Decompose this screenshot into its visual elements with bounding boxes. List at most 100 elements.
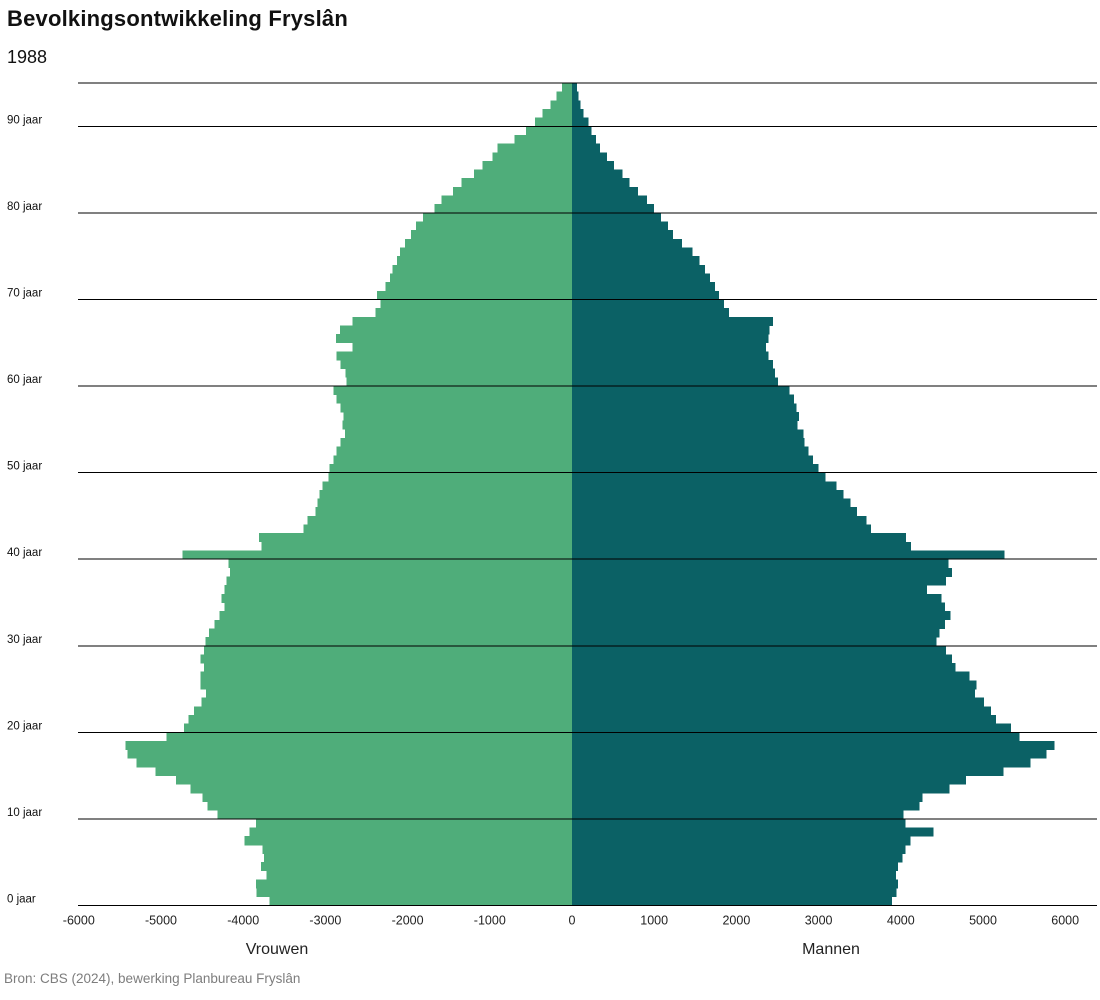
bar-vrouwen-age-71 (385, 282, 572, 292)
bar-mannen-age-67 (572, 316, 773, 326)
bar-vrouwen-age-61 (345, 368, 572, 378)
bar-vrouwen-age-70 (377, 290, 572, 300)
bar-mannen-age-85 (572, 160, 614, 170)
bar-mannen-age-54 (572, 429, 804, 439)
bar-mannen-age-64 (572, 342, 766, 352)
bar-vrouwen-age-7 (244, 836, 572, 846)
bar-vrouwen-age-47 (319, 489, 572, 499)
bar-mannen-age-47 (572, 489, 844, 499)
y-axis-label-0: 0 jaar (7, 894, 36, 906)
bar-mannen-age-12 (572, 792, 923, 802)
bar-vrouwen-age-75 (399, 247, 572, 257)
bar-vrouwen-age-41 (261, 541, 572, 551)
bar-mannen-age-92 (572, 100, 581, 110)
bar-mannen-age-66 (572, 325, 770, 335)
bar-vrouwen-age-25 (200, 680, 572, 690)
bar-vrouwen-age-37 (226, 576, 572, 586)
bar-vrouwen-age-89 (525, 126, 572, 136)
bar-vrouwen-age-22 (193, 706, 572, 716)
bar-vrouwen-age-94 (562, 83, 572, 93)
bar-vrouwen-age-39 (228, 559, 572, 569)
bar-mannen-age-49 (572, 472, 826, 482)
bar-mannen-age-48 (572, 481, 837, 491)
bar-mannen-age-26 (572, 671, 970, 681)
y-axis-label-20: 20 jaar (7, 720, 42, 732)
bar-vrouwen-age-46 (317, 498, 572, 508)
bar-vrouwen-age-64 (352, 342, 572, 352)
bar-vrouwen-age-55 (342, 420, 572, 430)
bar-vrouwen-age-91 (542, 108, 572, 118)
bar-mannen-age-20 (572, 723, 1011, 733)
bar-mannen-age-22 (572, 706, 992, 716)
y-axis-label-60: 60 jaar (7, 374, 42, 386)
bar-mannen-age-91 (572, 108, 584, 118)
bar-mannen-age-5 (572, 853, 903, 863)
bar-mannen-age-4 (572, 862, 898, 872)
y-axis-label-70: 70 jaar (7, 287, 42, 299)
bar-vrouwen-age-73 (392, 264, 572, 274)
bar-vrouwen-age-85 (482, 160, 572, 170)
bar-vrouwen-age-23 (201, 697, 572, 707)
bar-vrouwen-age-51 (333, 455, 572, 465)
bar-mannen-age-90 (572, 117, 589, 127)
bar-vrouwen-age-43 (303, 524, 572, 534)
bar-vrouwen-age-93 (556, 91, 572, 101)
bar-vrouwen-age-9 (255, 818, 572, 828)
bar-mannen-age-53 (572, 437, 805, 447)
bar-mannen-age-29 (572, 645, 947, 655)
bar-vrouwen-age-59 (333, 386, 572, 396)
bar-mannen-age-0 (572, 896, 893, 906)
bar-vrouwen-age-34 (224, 602, 573, 612)
bar-mannen-age-77 (572, 230, 674, 240)
bar-mannen-age-69 (572, 299, 725, 309)
y-axis-label-80: 80 jaar (7, 201, 42, 213)
x-axis-tick-label--1000: -1000 (474, 913, 506, 927)
bar-mannen-age-41 (572, 541, 912, 551)
bar-vrouwen-age-16 (136, 758, 572, 768)
bar-mannen-age-81 (572, 195, 647, 205)
x-axis-tick-label--6000: -6000 (63, 913, 95, 927)
bar-mannen-age-7 (572, 836, 911, 846)
bar-vrouwen-age-52 (336, 446, 572, 456)
bar-mannen-age-61 (572, 368, 776, 378)
bar-mannen-age-33 (572, 611, 951, 621)
bar-mannen-age-30 (572, 637, 937, 647)
bar-mannen-age-3 (572, 870, 896, 880)
bar-mannen-age-40 (572, 550, 1005, 560)
bar-mannen-age-55 (572, 420, 798, 430)
bar-vrouwen-age-53 (340, 437, 572, 447)
bar-mannen-age-80 (572, 204, 654, 214)
bar-vrouwen-age-20 (184, 723, 572, 733)
bar-mannen-age-21 (572, 715, 997, 725)
bar-vrouwen-age-65 (336, 334, 572, 344)
bar-mannen-age-24 (572, 689, 976, 699)
bar-vrouwen-age-74 (396, 256, 572, 266)
bar-vrouwen-age-80 (434, 204, 572, 214)
bar-vrouwen-age-1 (256, 888, 572, 898)
bar-vrouwen-age-60 (346, 377, 572, 387)
bar-vrouwen-age-24 (205, 689, 573, 699)
bar-mannen-age-18 (572, 741, 1055, 751)
x-axis-tick-label-2000: 2000 (722, 913, 750, 927)
bar-mannen-age-31 (572, 628, 940, 638)
bar-mannen-age-51 (572, 455, 813, 465)
bar-mannen-age-52 (572, 446, 809, 456)
bar-vrouwen-age-13 (190, 784, 572, 794)
x-axis-tick-label--5000: -5000 (145, 913, 177, 927)
bar-mannen-age-83 (572, 178, 630, 188)
bar-mannen-age-75 (572, 247, 693, 257)
x-axis-label-vrouwen: Vrouwen (245, 941, 309, 958)
bar-vrouwen-age-6 (262, 844, 572, 854)
x-axis-tick-label--4000: -4000 (227, 913, 259, 927)
bar-mannen-age-25 (572, 680, 977, 690)
bar-mannen-age-11 (572, 801, 920, 811)
bar-vrouwen-age-18 (125, 741, 573, 751)
bar-mannen-age-36 (572, 585, 928, 595)
bar-vrouwen-age-40 (182, 550, 572, 560)
x-axis-tick-label-1000: 1000 (640, 913, 668, 927)
bar-mannen-age-6 (572, 844, 906, 854)
bar-vrouwen-age-77 (410, 230, 572, 240)
x-axis-tick-label-3000: 3000 (805, 913, 833, 927)
y-axis-labels: 0 jaar 10 jaar 20 jaar 30 jaar 40 jaar 50 jaa… (7, 114, 42, 905)
